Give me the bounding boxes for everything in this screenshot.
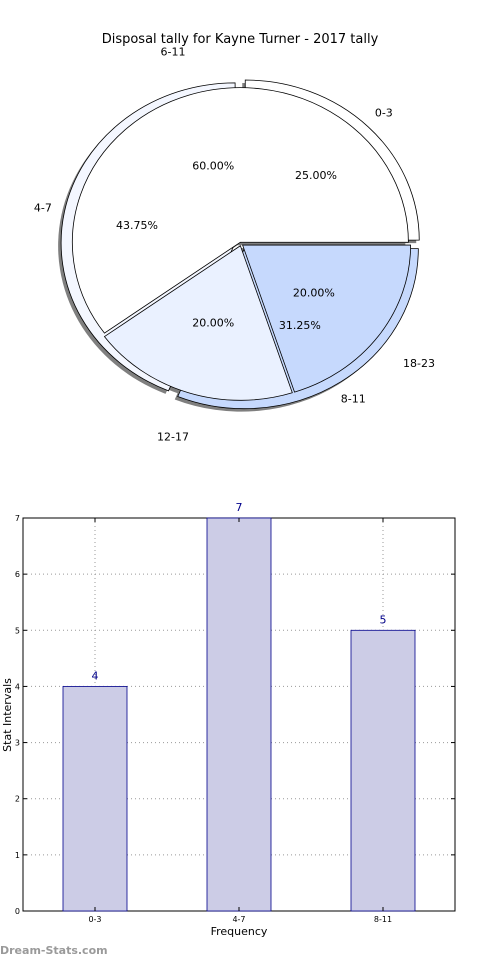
bar-0-3 <box>62 686 128 912</box>
inner-slice-label-0-3: 0-3 <box>375 107 393 120</box>
bar-value-label-8-11: 5 <box>380 613 387 626</box>
bar-value-label-4-7: 7 <box>236 501 243 514</box>
inner-slice-pct-4-7: 43.75% <box>116 219 158 232</box>
inner-slice-label-8-11: 8-11 <box>341 393 366 406</box>
watermark-text: Dream-Stats.com <box>0 944 108 957</box>
outer-slice-label-6-11: 6-11 <box>161 46 186 59</box>
bar-xtick-label-0-3: 0-3 <box>88 915 101 924</box>
outer-slice-pct-18-23: 20.00% <box>293 287 335 300</box>
outer-slice-pct-12-17: 20.00% <box>192 317 234 330</box>
pie-labels: 25.00% 0-3 43.75% 4-7 31.25% 8-11 60.00% 6-11 20… <box>34 46 435 444</box>
bar-ytick-label-5: 5 <box>15 626 20 635</box>
pie-chart-title: Disposal tally for Kayne Turner - 2017 t… <box>102 32 379 47</box>
bar-ticks: 0 1 2 3 4 5 6 7 0-3 4-7 8-11 <box>15 514 455 924</box>
outer-slice-label-18-23: 18-23 <box>403 357 435 370</box>
bar-rects: 4 7 5 <box>62 501 416 912</box>
outer-slice-12-17 <box>103 245 293 401</box>
inner-slice-pct-8-11: 31.25% <box>279 319 321 332</box>
outer-slice-pct-6-11: 60.00% <box>192 159 234 172</box>
bar-xtick-label-4-7: 4-7 <box>232 915 245 924</box>
outer-slice-6-11 <box>71 87 409 334</box>
bar-y-axis-label: Stat Intervals <box>1 678 14 752</box>
bar-xtick-label-8-11: 8-11 <box>374 915 392 924</box>
bar-ytick-label-3: 3 <box>15 739 20 748</box>
bar-chart: 4 7 5 0 1 2 3 4 5 6 7 0-3 4-7 8-11 Frequency Stat In… <box>1 501 456 938</box>
bar-8-11 <box>350 629 416 912</box>
bar-ytick-label-0: 0 <box>15 907 20 916</box>
bar-ytick-label-1: 1 <box>15 851 20 860</box>
outer-slice-18-23 <box>242 244 412 393</box>
pie-slices <box>60 79 420 410</box>
bar-value-label-0-3: 4 <box>92 669 99 682</box>
outer-slice-label-12-17: 12-17 <box>157 430 189 443</box>
bar-4-7 <box>206 517 272 912</box>
bar-ytick-label-7: 7 <box>15 514 20 523</box>
inner-slice-pct-0-3: 25.00% <box>295 169 337 182</box>
bar-ytick-label-4: 4 <box>15 682 20 691</box>
bar-ytick-label-2: 2 <box>15 795 20 804</box>
bar-x-axis-label: Frequency <box>211 925 268 938</box>
inner-slice-label-4-7: 4-7 <box>34 202 52 215</box>
bar-ytick-label-6: 6 <box>15 570 20 579</box>
